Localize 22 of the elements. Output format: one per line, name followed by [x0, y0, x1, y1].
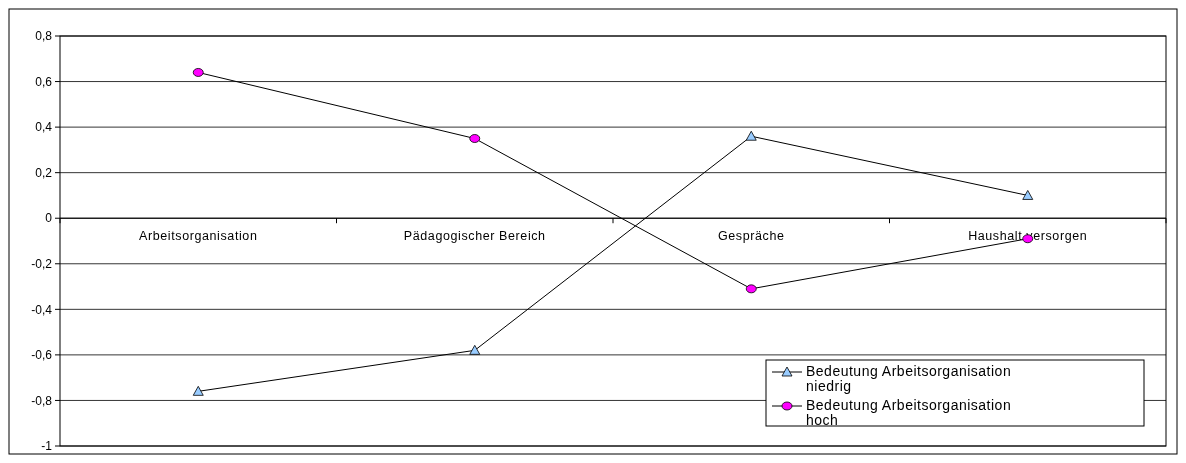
x-tick-label: Gespräche [717, 229, 785, 244]
x-tick-label: Pädagogischer Bereich [403, 229, 546, 244]
legend-label: Bedeutung Arbeitsorganisation hoch [806, 397, 1012, 428]
y-tick-label: -0,4 [31, 302, 53, 317]
y-tick-label: -0,6 [31, 348, 53, 363]
x-tick-label: Arbeitsorganisation [139, 229, 258, 244]
y-tick-label: 0 [45, 211, 53, 226]
y-tick-label: 0,8 [35, 29, 53, 44]
point [1022, 190, 1034, 200]
legend-label: Bedeutung Arbeitsorganisation niedrig [806, 363, 1012, 394]
y-tick-label: 0,4 [35, 120, 53, 135]
y-tick-label: 0,6 [35, 74, 53, 89]
point [745, 130, 757, 141]
point [192, 68, 204, 77]
y-tick-label: -1 [41, 439, 53, 454]
point [745, 284, 757, 294]
y-tick-label: 0,2 [35, 165, 53, 180]
y-tick-label: -0,2 [31, 256, 53, 271]
point [192, 385, 204, 396]
y-tick-label: -0,8 [31, 393, 53, 408]
point [469, 344, 481, 355]
point [469, 134, 481, 143]
